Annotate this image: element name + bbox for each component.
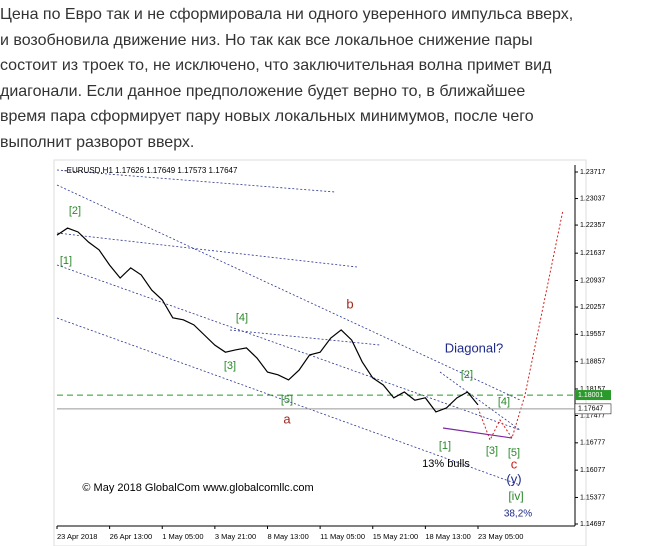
price-level-box: [574, 403, 612, 415]
y-tick-label: 1.18857: [580, 359, 605, 366]
annotation: 38,2%: [504, 509, 532, 520]
paragraph-line: Цена по Евро так и не сформировала ни од…: [0, 6, 574, 23]
paragraph-line: время пара сформирует пару новых локальн…: [0, 108, 534, 125]
y-tick-label: 1.21637: [580, 250, 605, 257]
y-tick-label: 1.16777: [580, 440, 605, 447]
paragraph-line: состоит из троек то, не исключено, что з…: [0, 57, 552, 74]
annotation: b: [346, 296, 353, 311]
price-line: [56, 227, 479, 413]
annotation: c: [511, 456, 518, 471]
article: Цена по Евро так и не сформировала ни од…: [0, 2, 651, 155]
annotation: [1]: [60, 255, 72, 267]
annotation: [3]: [486, 445, 498, 457]
price-level-label: 1.17647: [578, 406, 603, 413]
x-tick-label: 23 May 05:00: [478, 532, 523, 541]
diagonal-line: [442, 427, 513, 439]
x-tick-label: 23 Apr 2018: [57, 532, 97, 541]
annotation: (y): [506, 471, 521, 486]
annotation: Diagonal?: [445, 340, 504, 355]
annotation: [3]: [224, 360, 236, 372]
y-tick-label: 1.16077: [580, 467, 605, 474]
y-tick-label: 1.23037: [580, 195, 605, 202]
y-tick-label: 1.20937: [580, 277, 605, 284]
annotation: [iv]: [508, 489, 523, 503]
annotation: a: [283, 411, 291, 426]
projection: [477, 209, 564, 442]
chart-header: -EURUSD,H1 1.17626 1.17649 1.17573 1.176…: [64, 166, 238, 175]
price-level-box: [575, 390, 611, 401]
paragraph-line: и возобновила движение низ. Но так как в…: [0, 31, 533, 49]
y-tick-label: 1.18157: [580, 386, 605, 393]
x-tick-label: 3 May 21:00: [215, 532, 256, 541]
channel-lines: [56, 169, 521, 486]
annotation: 13% bulls: [422, 458, 470, 470]
annotation: [5]: [508, 447, 520, 459]
price-level-label: 1.18001: [578, 392, 603, 399]
y-tick-label: 1.17477: [580, 412, 605, 419]
annotation: [2]: [461, 369, 473, 381]
annotation: © May 2018 GlobalCom www.globalcomllc.co…: [82, 482, 313, 494]
annotation: [5]: [281, 394, 293, 406]
annotation: [4]: [498, 396, 510, 408]
y-tick-label: 1.23717: [580, 169, 605, 176]
y-tick-label: 1.15377: [580, 494, 605, 501]
annotation: [2]: [69, 205, 81, 217]
paragraph-line: выполнит разворот вверх.: [0, 133, 195, 151]
y-tick-label: 1.20257: [580, 304, 605, 311]
x-tick-label: 8 May 13:00: [268, 532, 309, 541]
y-tick-label: 1.14697: [580, 521, 605, 528]
y-tick-label: 1.19557: [580, 331, 605, 338]
x-tick-label: 26 Apr 13:00: [110, 532, 153, 541]
annotation: [4]: [236, 312, 248, 324]
y-tick-label: 1.22357: [580, 222, 605, 229]
x-tick-label: 1 May 05:00: [162, 532, 203, 541]
x-tick-label: 18 May 13:00: [425, 532, 470, 541]
annotation: [1]: [439, 440, 451, 452]
paragraph-line: диагонали. Если данное предположение буд…: [0, 82, 526, 100]
x-tick-label: 15 May 21:00: [373, 532, 418, 541]
x-tick-label: 11 May 05:00: [320, 532, 365, 541]
chart-frame: [53, 159, 587, 546]
